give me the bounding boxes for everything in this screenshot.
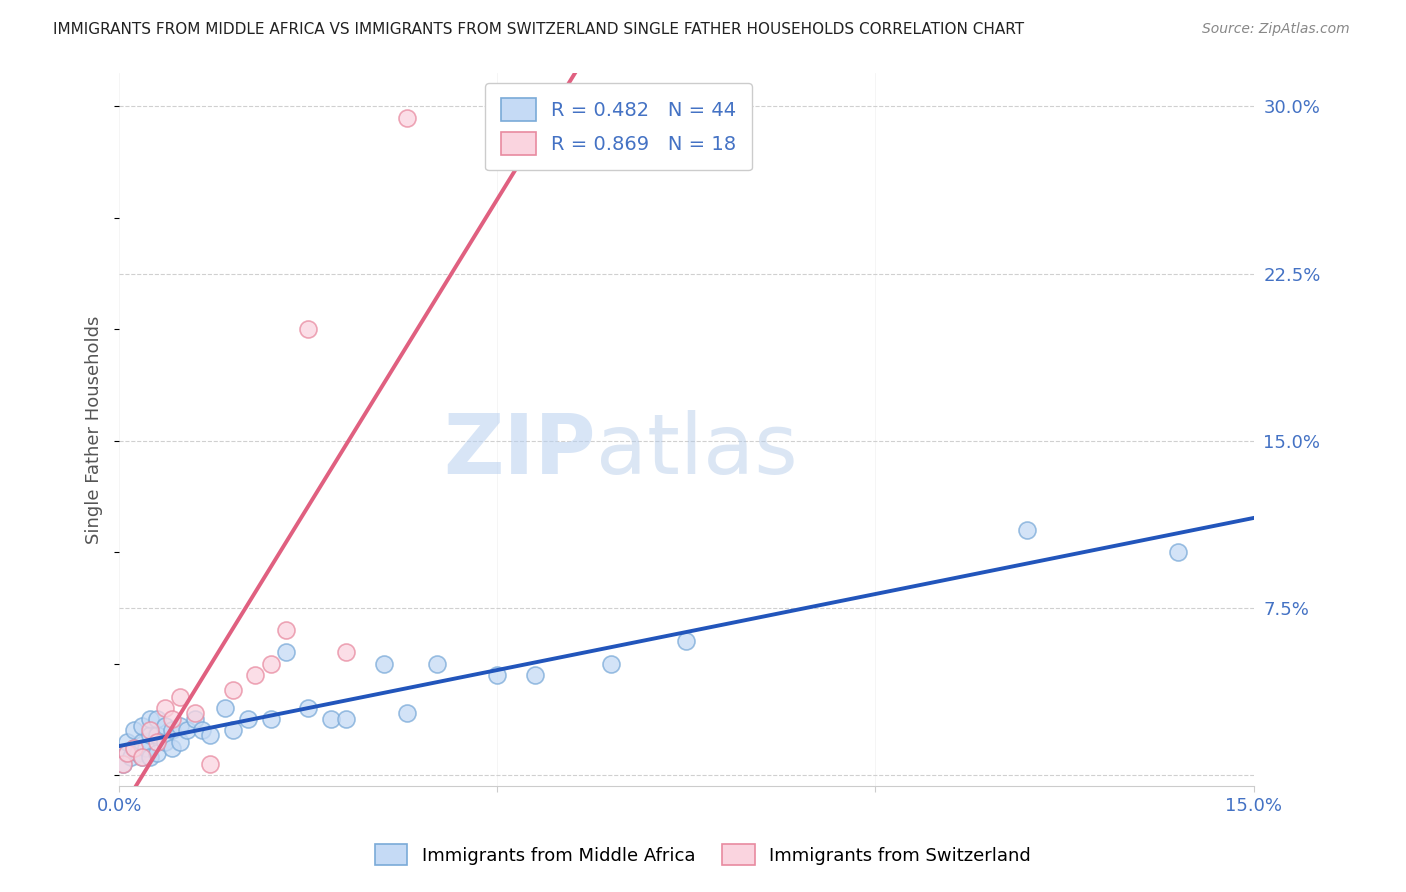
Point: [297, 322, 319, 336]
Point: [160, 712, 183, 726]
Point: [138, 750, 160, 764]
Point: [259, 657, 281, 671]
Point: [146, 728, 169, 742]
Point: [599, 657, 621, 671]
Point: [146, 712, 169, 726]
Point: [131, 734, 153, 748]
Y-axis label: Single Father Households: Single Father Households: [86, 316, 103, 544]
Point: [124, 741, 146, 756]
Point: [259, 712, 281, 726]
Point: [198, 756, 221, 771]
Point: [297, 701, 319, 715]
Point: [1167, 545, 1189, 559]
Point: [115, 734, 138, 748]
Point: [236, 712, 259, 726]
Point: [131, 750, 153, 764]
Point: [169, 719, 191, 733]
Legend: Immigrants from Middle Africa, Immigrants from Switzerland: Immigrants from Middle Africa, Immigrant…: [366, 835, 1040, 874]
Point: [120, 750, 142, 764]
Point: [138, 712, 160, 726]
Point: [146, 746, 169, 760]
Point: [160, 741, 183, 756]
Point: [146, 734, 169, 748]
Point: [486, 667, 509, 681]
Point: [373, 657, 395, 671]
Point: [395, 706, 418, 720]
Point: [138, 728, 160, 742]
Point: [131, 719, 153, 733]
Point: [131, 750, 153, 764]
Point: [184, 712, 207, 726]
Point: [176, 723, 198, 738]
Point: [127, 746, 149, 760]
Point: [124, 723, 146, 738]
Point: [184, 706, 207, 720]
Point: [1015, 523, 1038, 537]
Point: [675, 634, 697, 648]
Point: [214, 701, 236, 715]
Point: [335, 712, 357, 726]
Point: [274, 623, 297, 637]
Point: [112, 756, 135, 771]
Point: [169, 690, 191, 704]
Point: [112, 756, 135, 771]
Point: [153, 701, 176, 715]
Point: [222, 723, 245, 738]
Point: [160, 723, 183, 738]
Point: [153, 719, 176, 733]
Point: [524, 667, 547, 681]
Text: ZIP: ZIP: [443, 410, 596, 491]
Point: [135, 741, 157, 756]
Point: [274, 645, 297, 659]
Point: [115, 746, 138, 760]
Legend: R = 0.482   N = 44, R = 0.869   N = 18: R = 0.482 N = 44, R = 0.869 N = 18: [485, 83, 752, 170]
Text: atlas: atlas: [596, 410, 797, 491]
Point: [153, 734, 176, 748]
Text: Source: ZipAtlas.com: Source: ZipAtlas.com: [1202, 22, 1350, 37]
Point: [222, 683, 245, 698]
Text: IMMIGRANTS FROM MIDDLE AFRICA VS IMMIGRANTS FROM SWITZERLAND SINGLE FATHER HOUSE: IMMIGRANTS FROM MIDDLE AFRICA VS IMMIGRA…: [53, 22, 1025, 37]
Point: [191, 723, 214, 738]
Point: [169, 734, 191, 748]
Point: [124, 741, 146, 756]
Point: [319, 712, 342, 726]
Point: [426, 657, 449, 671]
Point: [245, 667, 267, 681]
Point: [115, 746, 138, 760]
Point: [335, 645, 357, 659]
Point: [198, 728, 221, 742]
Point: [138, 723, 160, 738]
Point: [395, 111, 418, 125]
